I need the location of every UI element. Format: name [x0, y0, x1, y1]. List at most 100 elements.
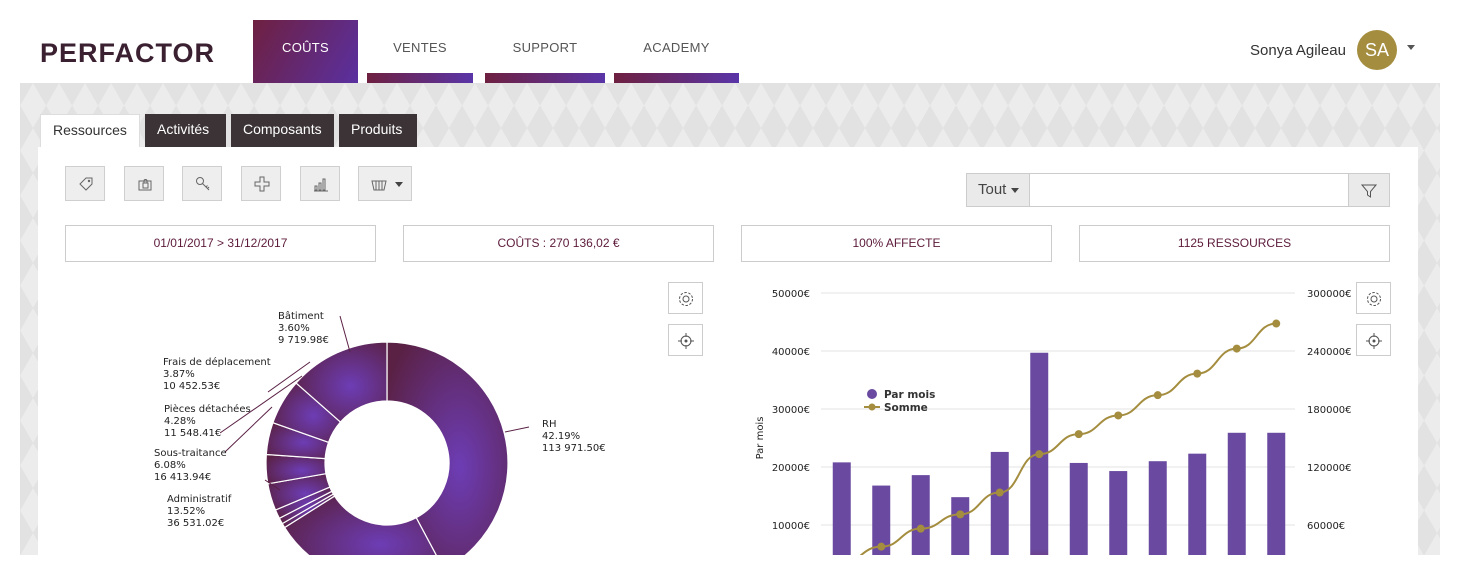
- resources-box[interactable]: 1125 RESSOURCES: [1079, 225, 1390, 262]
- donut-leader-line: [504, 426, 530, 433]
- donut-label: RH: [542, 419, 556, 430]
- y-tick-label: 30000€: [772, 405, 810, 416]
- tab-produits[interactable]: Produits: [339, 114, 417, 147]
- donut-label: Frais de déplacement: [163, 356, 271, 368]
- chevron-down-icon: [1011, 188, 1019, 193]
- y-axis-label: Par mois: [755, 417, 766, 460]
- filter-button[interactable]: [1348, 173, 1390, 207]
- logo[interactable]: PERFACTOR: [40, 38, 216, 68]
- line-point[interactable]: [1035, 450, 1044, 459]
- donut-leader-line: [224, 406, 273, 453]
- donut-slice[interactable]: [295, 341, 388, 423]
- bar[interactable]: [1227, 432, 1246, 555]
- nav-support-bar: [485, 73, 605, 83]
- y2-tick-label: 60000€: [1307, 521, 1345, 532]
- line-point[interactable]: [1153, 391, 1162, 400]
- donut-label: 13.52%: [167, 506, 205, 517]
- y-tick-label: 40000€: [772, 347, 810, 358]
- legend-label[interactable]: Somme: [884, 402, 928, 414]
- tag-icon: [79, 177, 93, 191]
- filter-select[interactable]: Tout: [966, 173, 1030, 207]
- basket-dropdown-button[interactable]: [358, 166, 412, 201]
- lock-folder-icon: [138, 179, 152, 191]
- y-tick-label: 20000€: [772, 463, 810, 474]
- donut-leader-line: [339, 315, 351, 353]
- bar[interactable]: [1109, 471, 1128, 555]
- bar[interactable]: [990, 451, 1009, 555]
- bar[interactable]: [951, 497, 970, 555]
- donut-label: Administratif: [167, 494, 232, 505]
- legend-bar-marker: [867, 389, 877, 399]
- donut-label: 16 413.94€: [154, 472, 211, 483]
- line-point[interactable]: [1272, 319, 1281, 328]
- donut-label: 3.87%: [163, 369, 195, 380]
- line-point[interactable]: [1193, 369, 1202, 378]
- bar[interactable]: [1148, 461, 1167, 555]
- chevron-down-icon: [395, 182, 403, 187]
- nav-ventes-bar: [367, 73, 473, 83]
- donut-label: Bâtiment: [278, 310, 324, 322]
- key-button[interactable]: [182, 166, 222, 201]
- filter-select-value: Tout: [978, 181, 1007, 198]
- donut-target-button[interactable]: [668, 324, 703, 356]
- donut-leader-line: [219, 375, 303, 434]
- costs-box[interactable]: COÛTS : 270 136,02 €: [403, 225, 714, 262]
- donut-leader-line: [264, 479, 281, 491]
- bar[interactable]: [832, 462, 851, 555]
- donut-label: 113 971.50€: [542, 443, 606, 454]
- nav-academy[interactable]: ACADEMY: [614, 20, 739, 83]
- bar[interactable]: [911, 475, 930, 555]
- lock-folder-button[interactable]: [124, 166, 164, 201]
- bar[interactable]: [1188, 453, 1207, 555]
- bar[interactable]: [1069, 462, 1088, 555]
- y2-tick-label: 300000€: [1307, 289, 1352, 300]
- nav-support-label: SUPPORT: [512, 40, 578, 55]
- donut-label: 4.28%: [164, 416, 196, 427]
- tab-activites[interactable]: Activités: [145, 114, 226, 147]
- line-point[interactable]: [956, 510, 965, 519]
- y2-axis-label: Somme: [1354, 419, 1355, 457]
- donut-slice[interactable]: [283, 495, 444, 555]
- line-point[interactable]: [1232, 344, 1241, 353]
- y2-tick-label: 180000€: [1307, 405, 1352, 416]
- filter-input[interactable]: [1029, 173, 1349, 207]
- bar[interactable]: [1267, 432, 1286, 555]
- bar[interactable]: [872, 485, 891, 555]
- bar-target-button[interactable]: [1356, 324, 1391, 356]
- add-button[interactable]: [241, 166, 281, 201]
- legend-label[interactable]: Par mois: [884, 389, 935, 401]
- nav-couts[interactable]: COÛTS: [253, 20, 358, 83]
- nav-ventes[interactable]: VENTES: [367, 20, 473, 83]
- line-point[interactable]: [1074, 430, 1083, 439]
- line-point[interactable]: [995, 488, 1004, 497]
- nav-support[interactable]: SUPPORT: [485, 20, 605, 83]
- user-name[interactable]: Sonya Agileau: [1250, 42, 1346, 59]
- nav-couts-label: COÛTS: [282, 40, 329, 55]
- legend-line-dot: [868, 403, 876, 411]
- donut-settings-button[interactable]: [668, 282, 703, 314]
- donut-label: 10 452.53€: [163, 381, 220, 392]
- y2-tick-label: 240000€: [1307, 347, 1352, 358]
- period-box[interactable]: 01/01/2017 > 31/12/2017: [65, 225, 376, 262]
- donut-slice[interactable]: [386, 341, 509, 555]
- donut-label: 3.60%: [278, 323, 310, 334]
- target-icon: [678, 333, 694, 349]
- line-point[interactable]: [877, 542, 886, 551]
- tab-ressources[interactable]: Ressources: [40, 114, 140, 148]
- donut-label: 9 719.98€: [278, 335, 329, 346]
- line-point[interactable]: [916, 524, 925, 533]
- y2-tick-label: 120000€: [1307, 463, 1352, 474]
- line-point[interactable]: [1114, 411, 1123, 420]
- tab-composants[interactable]: Composants: [231, 114, 334, 147]
- basket-icon: [371, 180, 387, 191]
- app-header: PERFACTOR COÛTS VENTES SUPPORT ACADEMY S…: [20, 0, 1440, 83]
- user-menu-caret-icon[interactable]: [1407, 45, 1415, 50]
- bar-chart-button[interactable]: [300, 166, 340, 201]
- affected-box[interactable]: 100% AFFECTE: [741, 225, 1052, 262]
- tag-button[interactable]: [65, 166, 105, 201]
- donut-label: 42.19%: [542, 431, 580, 442]
- avatar[interactable]: SA: [1357, 30, 1397, 70]
- series-line: [859, 322, 1277, 555]
- bar-settings-button[interactable]: [1356, 282, 1391, 314]
